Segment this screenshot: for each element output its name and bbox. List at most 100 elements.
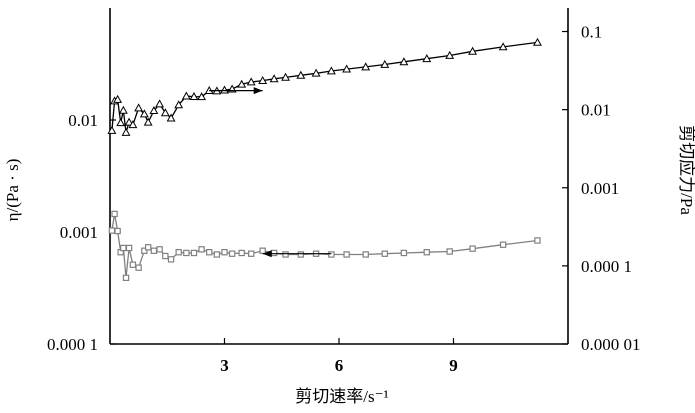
data-point (343, 251, 350, 258)
x-axis-label: 剪切速率/s⁻¹ (295, 387, 388, 406)
data-point (150, 247, 158, 254)
data-point (183, 249, 190, 257)
series-viscosity (108, 210, 541, 282)
data-point (174, 100, 184, 109)
y-right-tick-label: 0.000 1 (581, 257, 632, 276)
data-point (213, 251, 221, 258)
data-point (167, 256, 175, 263)
y-left-tick-label: 0.000 1 (47, 335, 98, 354)
data-point (144, 244, 152, 251)
data-point (125, 244, 133, 252)
y-left-tick-label: 0.001 (60, 223, 98, 242)
annotation-layer (209, 87, 332, 258)
data-point (248, 250, 255, 257)
data-point (155, 99, 165, 108)
data-point (129, 261, 137, 268)
data-point (116, 118, 126, 127)
data-point (149, 106, 159, 115)
data-point (141, 247, 148, 254)
data-point (111, 210, 118, 218)
data-point (259, 247, 266, 254)
data-point (139, 109, 149, 118)
data-point (220, 85, 229, 94)
data-point (258, 76, 268, 85)
data-point (361, 62, 371, 71)
data-point (143, 117, 153, 126)
data-point (534, 237, 541, 244)
y-axis-left-label: η/(Pa · s) (3, 159, 22, 222)
y-right-tick-label: 0.01 (581, 101, 611, 120)
data-point (380, 59, 390, 68)
x-tick-label: 3 (220, 356, 229, 375)
data-point (533, 37, 542, 46)
series-line (111, 41, 538, 133)
data-point (121, 127, 131, 136)
data-point (206, 249, 213, 256)
y-right-tick-label: 0.001 (581, 179, 619, 198)
data-point (498, 42, 508, 51)
data-point (381, 250, 389, 257)
data-point (175, 249, 182, 256)
data-point (362, 251, 369, 258)
data-point (197, 92, 207, 101)
data-point (282, 251, 289, 258)
data-point (328, 251, 335, 258)
y-axis-right-label: 剪切应力/Pa (677, 125, 695, 215)
y-right-tick-label: 0.1 (581, 23, 602, 42)
data-point (296, 70, 306, 79)
data-point (162, 252, 169, 260)
data-point (124, 117, 134, 126)
data-point (326, 66, 336, 75)
series-layer (107, 37, 542, 282)
axes: 0.000 1 0.001 0.01 0.000 01 0.000 1 0.001 0.01… (47, 8, 641, 375)
data-point (342, 64, 352, 73)
data-point (468, 46, 478, 55)
data-point (128, 120, 138, 129)
data-point (122, 274, 130, 282)
y-right-tick-label: 0.000 01 (581, 335, 641, 354)
data-point (156, 246, 163, 253)
arrow-right (209, 87, 263, 95)
data-point (246, 77, 256, 86)
data-point (181, 91, 191, 100)
x-tick-label: 6 (335, 356, 344, 375)
data-point (445, 50, 455, 59)
data-point (221, 249, 228, 256)
data-point (469, 245, 476, 252)
data-point (190, 249, 198, 257)
data-point (297, 251, 305, 258)
series-line (111, 213, 538, 278)
y-left-tick-label: 0.01 (68, 111, 98, 130)
arrow-left (262, 250, 332, 258)
data-point (118, 105, 128, 114)
data-point (108, 227, 116, 234)
arrow-head (262, 250, 272, 258)
data-point (114, 227, 121, 235)
data-point (399, 57, 409, 66)
data-point (135, 264, 142, 271)
data-point (113, 94, 123, 103)
data-point (107, 125, 117, 134)
data-point (269, 74, 279, 83)
data-point (446, 248, 453, 255)
data-point (237, 79, 247, 88)
data-point (270, 249, 278, 257)
x-tick-label: 9 (449, 356, 458, 375)
data-point (166, 113, 176, 122)
data-point (228, 250, 236, 257)
data-point (160, 108, 170, 117)
data-point (311, 68, 321, 77)
data-point (499, 241, 507, 248)
data-point (422, 54, 432, 63)
arrow-head (253, 87, 263, 95)
series-shear-stress (107, 37, 542, 136)
data-point (134, 103, 144, 112)
data-point (400, 249, 408, 257)
data-point (281, 72, 291, 81)
data-point (238, 249, 245, 257)
data-point (423, 249, 430, 256)
data-point (189, 91, 199, 100)
data-point (198, 246, 205, 253)
data-point (120, 244, 127, 252)
